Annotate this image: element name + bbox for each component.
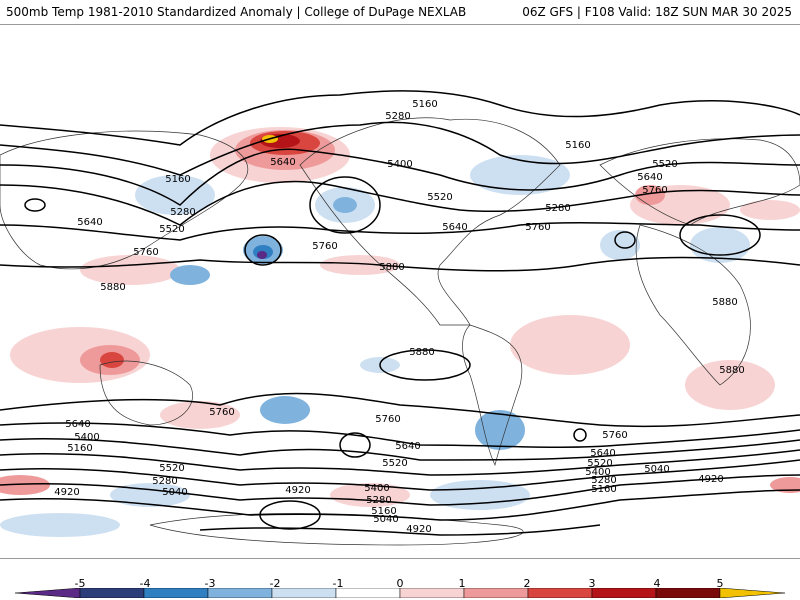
- colorbar-segment: [207, 588, 273, 598]
- height-contours: [0, 90, 800, 536]
- contour-label: 5280: [366, 495, 391, 506]
- contour-label: 5280: [385, 111, 410, 122]
- contour-label: 5520: [159, 463, 184, 474]
- contour-label: 5040: [373, 514, 398, 525]
- contour-label: 5520: [159, 224, 184, 235]
- tick-label: -1: [332, 577, 344, 590]
- contour-label: 5880: [379, 262, 404, 273]
- contour-label: 5280: [170, 207, 195, 218]
- contour-label: 5760: [133, 247, 158, 258]
- contour-label: 5400: [364, 483, 389, 494]
- tick-label: -4: [139, 577, 151, 590]
- colorbar-segment: [335, 588, 401, 598]
- contour-label: 5880: [409, 347, 434, 358]
- contour-label: 5760: [525, 222, 550, 233]
- contour-label: 5640: [77, 217, 102, 228]
- contour-label: 5520: [652, 159, 677, 170]
- contour-label: 5520: [427, 192, 452, 203]
- colorbar-segment: [79, 588, 145, 598]
- colorbar-segment: [143, 588, 209, 598]
- contour-label: 4920: [54, 487, 79, 498]
- contour-label: 5760: [642, 185, 667, 196]
- contour-label: 5520: [587, 458, 612, 469]
- contour-label: 5160: [371, 506, 396, 517]
- colorbar-segment: [591, 588, 657, 598]
- contour-label: 5280: [545, 203, 570, 214]
- tick-label: 3: [588, 577, 596, 590]
- contour-label: 5640: [442, 222, 467, 233]
- contour-label: 5040: [644, 464, 669, 475]
- colorbar-segment: [463, 588, 529, 598]
- model-run-info: 06Z GFS | F108 Valid: 18Z SUN MAR 30 202…: [522, 5, 792, 19]
- tick-label: -2: [269, 577, 281, 590]
- contour-label: 5400: [74, 432, 99, 443]
- colorbar-segment: [655, 588, 721, 598]
- contour-label: 5880: [100, 282, 125, 293]
- contour-label: 5760: [209, 407, 234, 418]
- contour-label: 5640: [637, 172, 662, 183]
- contour-label: 4920: [698, 474, 723, 485]
- anomaly-map: 5160528054005640516052805520564055205760…: [0, 90, 800, 546]
- contour-label: 5640: [590, 448, 615, 459]
- positive-anomaly-shading: [0, 127, 800, 507]
- contour-labels: 5160528054005640516052805520564055205760…: [54, 99, 744, 535]
- contour-label: 5760: [375, 414, 400, 425]
- contour-label: 4920: [406, 524, 431, 535]
- contour-label: 5160: [165, 174, 190, 185]
- contour-label: 5160: [591, 484, 616, 495]
- contour-label: 5880: [719, 365, 744, 376]
- tick-label: -3: [204, 577, 216, 590]
- tick-label: 5: [716, 577, 724, 590]
- tick-label: 4: [653, 577, 661, 590]
- contour-label: 5760: [312, 241, 337, 252]
- contour-label: 4920: [285, 485, 310, 496]
- colorbar-segment: [14, 588, 81, 598]
- contour-label: 5400: [387, 159, 412, 170]
- tick-label: 0: [396, 577, 404, 590]
- contour-label: 5640: [270, 157, 295, 168]
- tick-label: -5: [74, 577, 86, 590]
- colorbar-segment: [527, 588, 593, 598]
- contour-label: 5160: [565, 140, 590, 151]
- contour-label: 5640: [65, 419, 90, 430]
- contour-label: 5280: [591, 475, 616, 486]
- contour-label: 5760: [602, 430, 627, 441]
- map-title: 500mb Temp 1981-2010 Standardized Anomal…: [6, 5, 467, 19]
- contour-label: 5520: [382, 458, 407, 469]
- tick-label: 2: [523, 577, 531, 590]
- contour-label: 5280: [152, 476, 177, 487]
- contour-label: 5880: [712, 297, 737, 308]
- contour-label: 5040: [162, 487, 187, 498]
- colorbar: [14, 588, 786, 598]
- map-panel: 5160 5280 5400 5640 5160 5280 5520 5640 5520 5760…: [0, 24, 800, 559]
- contour-label: 5640: [395, 441, 420, 452]
- tick-label: 1: [458, 577, 466, 590]
- header: 500mb Temp 1981-2010 Standardized Anomal…: [0, 0, 800, 24]
- contour-label: 5160: [67, 443, 92, 454]
- contour-label: 5160: [412, 99, 437, 110]
- coastlines: [0, 117, 800, 546]
- colorbar-segment: [399, 588, 465, 598]
- colorbar-segment: [271, 588, 337, 598]
- contour-label: 5400: [585, 467, 610, 478]
- colorbar-segment: [719, 588, 786, 598]
